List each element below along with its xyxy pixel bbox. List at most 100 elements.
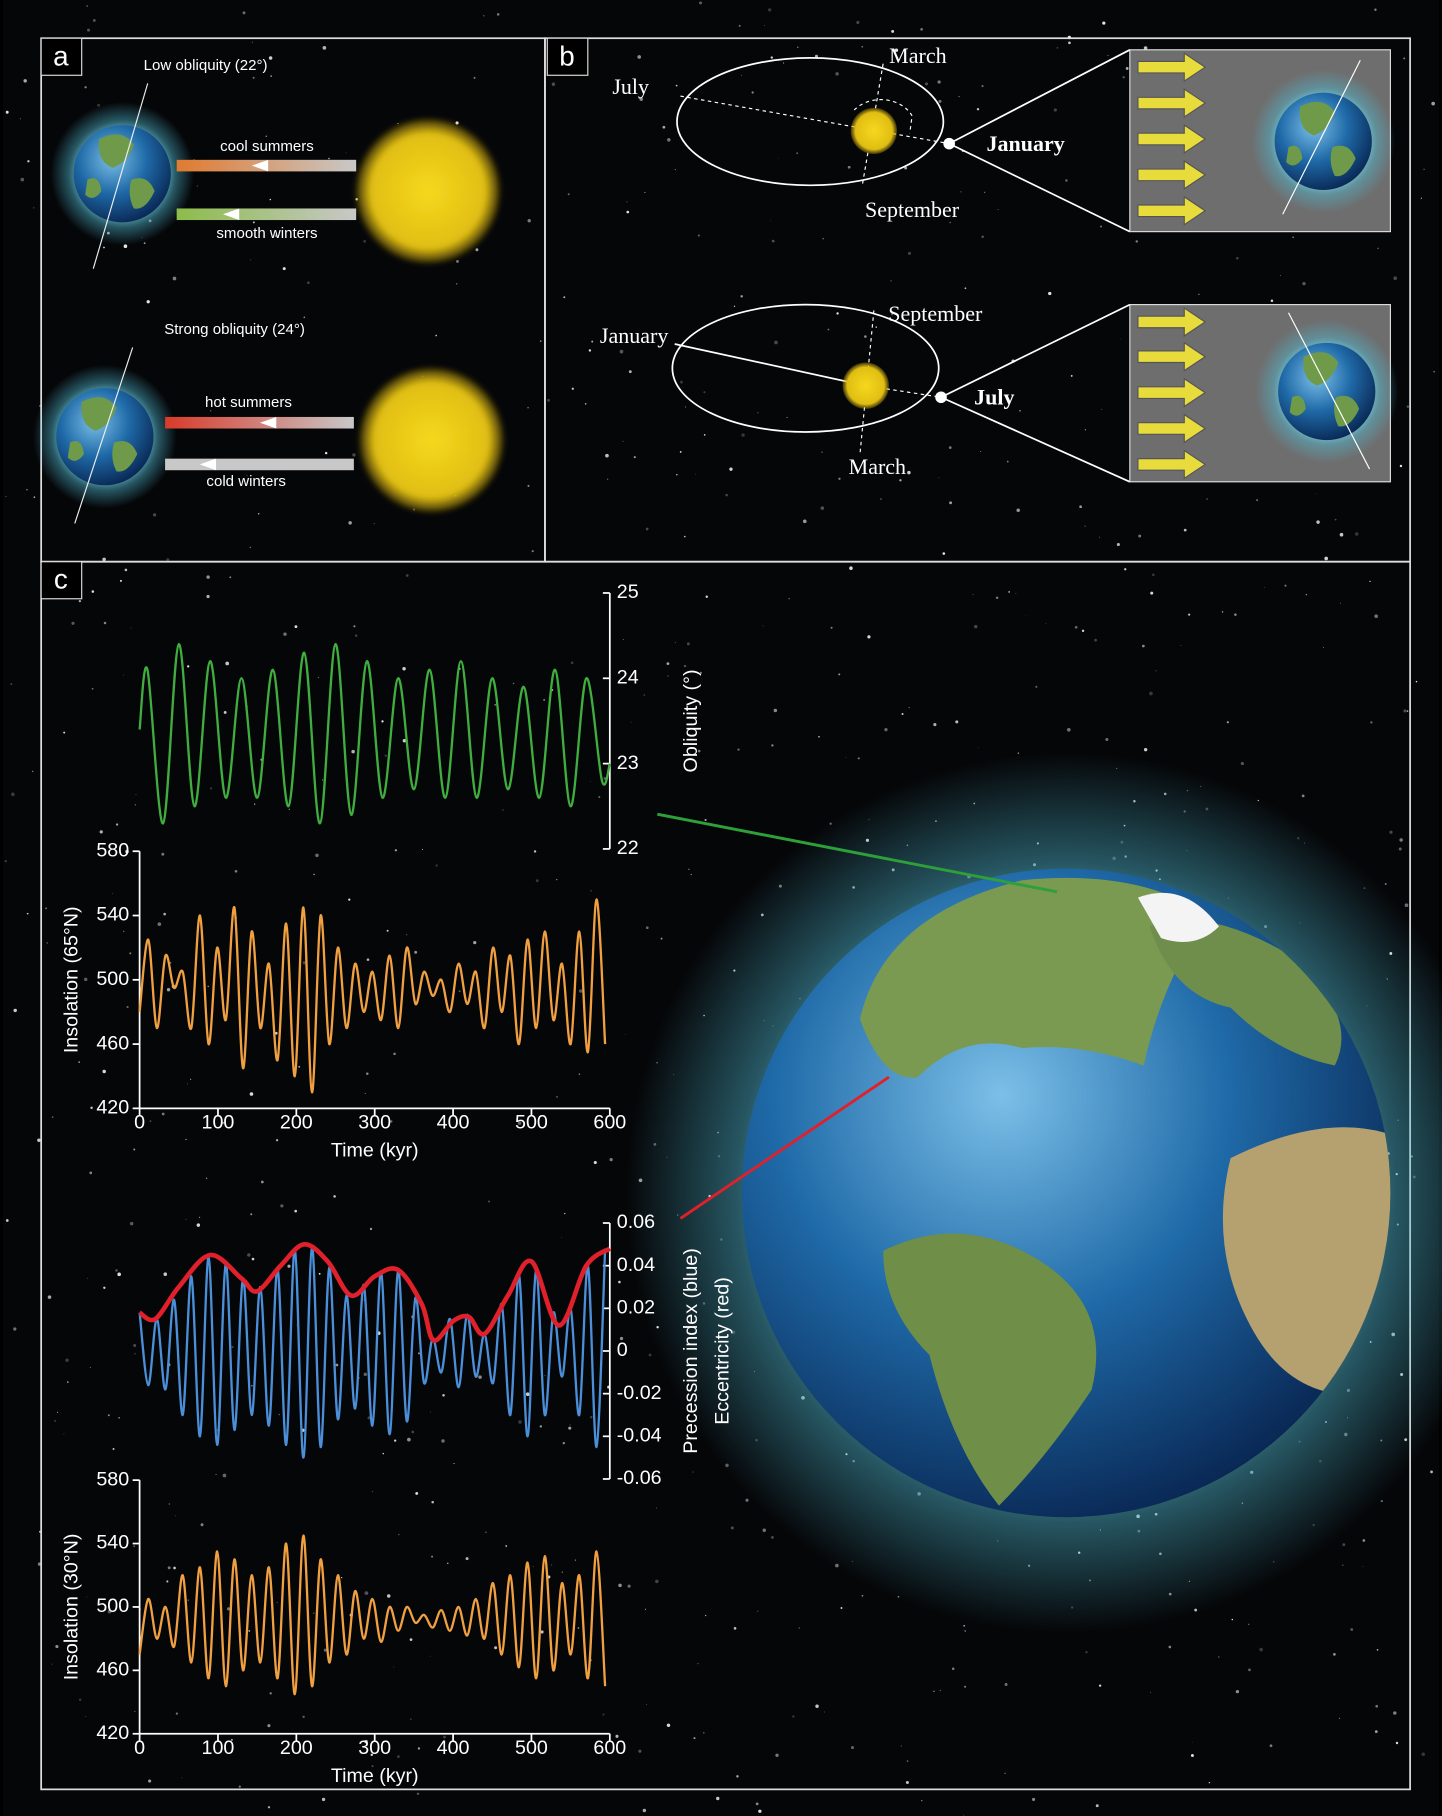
sunlight-arrow <box>1137 88 1207 119</box>
star <box>1045 623 1047 625</box>
data-line <box>138 643 611 825</box>
star <box>351 749 355 754</box>
star <box>1053 108 1057 112</box>
star <box>1125 67 1129 70</box>
star <box>1404 903 1409 908</box>
caption: cool summers <box>220 138 314 155</box>
star <box>429 1411 432 1413</box>
star <box>270 75 272 77</box>
star <box>622 440 624 442</box>
star <box>974 624 978 629</box>
star <box>46 941 49 944</box>
star <box>473 76 476 79</box>
star <box>602 1713 605 1716</box>
star <box>1143 46 1148 50</box>
star <box>1399 464 1403 468</box>
star <box>103 1286 106 1289</box>
star <box>777 157 779 159</box>
star <box>387 1594 391 1598</box>
star <box>288 808 290 810</box>
star <box>512 682 515 685</box>
star <box>102 1069 106 1074</box>
star <box>19 118 21 120</box>
star <box>626 201 628 203</box>
star <box>83 977 88 982</box>
star <box>345 152 347 154</box>
star <box>1198 293 1200 296</box>
star <box>166 1580 169 1583</box>
star <box>196 185 199 187</box>
star <box>900 1745 902 1747</box>
star <box>321 1797 326 1802</box>
star <box>1430 1470 1433 1474</box>
star <box>405 933 408 936</box>
star <box>231 1345 234 1349</box>
star <box>771 1535 774 1539</box>
panel-b: July March January September January Sep… <box>600 43 1399 483</box>
star <box>755 1802 759 1806</box>
star <box>458 990 461 993</box>
star <box>315 853 319 858</box>
star <box>788 598 790 600</box>
star <box>393 1052 396 1056</box>
star <box>250 259 252 261</box>
star <box>1248 1668 1251 1672</box>
x-tick-label: 0 <box>134 1737 145 1759</box>
y2-tick-label: 0.04 <box>617 1254 655 1276</box>
star <box>768 8 772 12</box>
star <box>215 1473 217 1475</box>
star <box>33 207 35 209</box>
ray <box>176 208 357 221</box>
star <box>1350 1628 1354 1631</box>
star <box>161 64 164 67</box>
star <box>995 596 999 600</box>
star <box>938 477 940 479</box>
star <box>1180 645 1182 646</box>
star <box>933 1690 935 1692</box>
star <box>666 1723 671 1727</box>
star <box>122 674 124 676</box>
star <box>1399 838 1403 842</box>
star <box>323 1648 327 1652</box>
star <box>1150 1692 1152 1693</box>
y2-tick-label: 24 <box>617 667 639 689</box>
star <box>1155 670 1157 672</box>
star <box>67 1381 69 1383</box>
star <box>1389 830 1393 834</box>
star <box>384 754 387 757</box>
star <box>857 757 860 760</box>
star <box>134 1353 136 1355</box>
star <box>551 82 556 86</box>
y-tick-label: 460 <box>96 1032 129 1054</box>
star <box>644 1608 646 1610</box>
star <box>894 48 899 52</box>
star <box>1138 534 1142 538</box>
star <box>222 1121 225 1124</box>
star <box>568 1426 572 1430</box>
star <box>637 55 642 59</box>
star <box>71 621 75 625</box>
star <box>951 1667 955 1671</box>
star <box>390 1120 393 1123</box>
star <box>693 1737 696 1740</box>
star <box>163 912 166 916</box>
star <box>353 625 356 628</box>
charts: 22 23 24 25 Obliquity (°) 420 460 500 540 580 Inso… <box>61 581 734 1787</box>
star <box>231 1738 233 1741</box>
star <box>1376 1648 1379 1651</box>
star <box>1269 1744 1273 1748</box>
star <box>1375 1704 1379 1708</box>
star <box>798 1627 801 1629</box>
month-label: January <box>600 323 668 348</box>
star <box>252 221 255 224</box>
star <box>564 1212 566 1215</box>
star <box>372 1491 374 1493</box>
axis-line <box>1287 312 1371 470</box>
star <box>964 287 967 290</box>
star <box>1362 1539 1366 1542</box>
star <box>364 1591 369 1595</box>
star <box>1431 101 1435 106</box>
star <box>1081 629 1085 633</box>
star <box>1143 747 1148 752</box>
star <box>690 873 692 876</box>
